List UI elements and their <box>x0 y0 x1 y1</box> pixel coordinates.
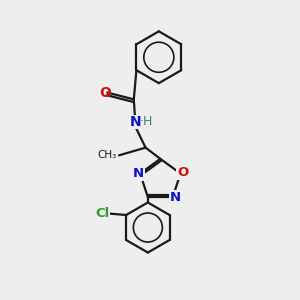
Text: ·H: ·H <box>140 115 153 128</box>
Text: O: O <box>99 85 111 100</box>
Text: N: N <box>130 115 142 129</box>
Text: N: N <box>170 191 181 204</box>
Text: Cl: Cl <box>95 207 109 220</box>
Text: N: N <box>133 167 144 180</box>
Text: CH₃: CH₃ <box>97 150 116 160</box>
Text: O: O <box>177 166 188 178</box>
